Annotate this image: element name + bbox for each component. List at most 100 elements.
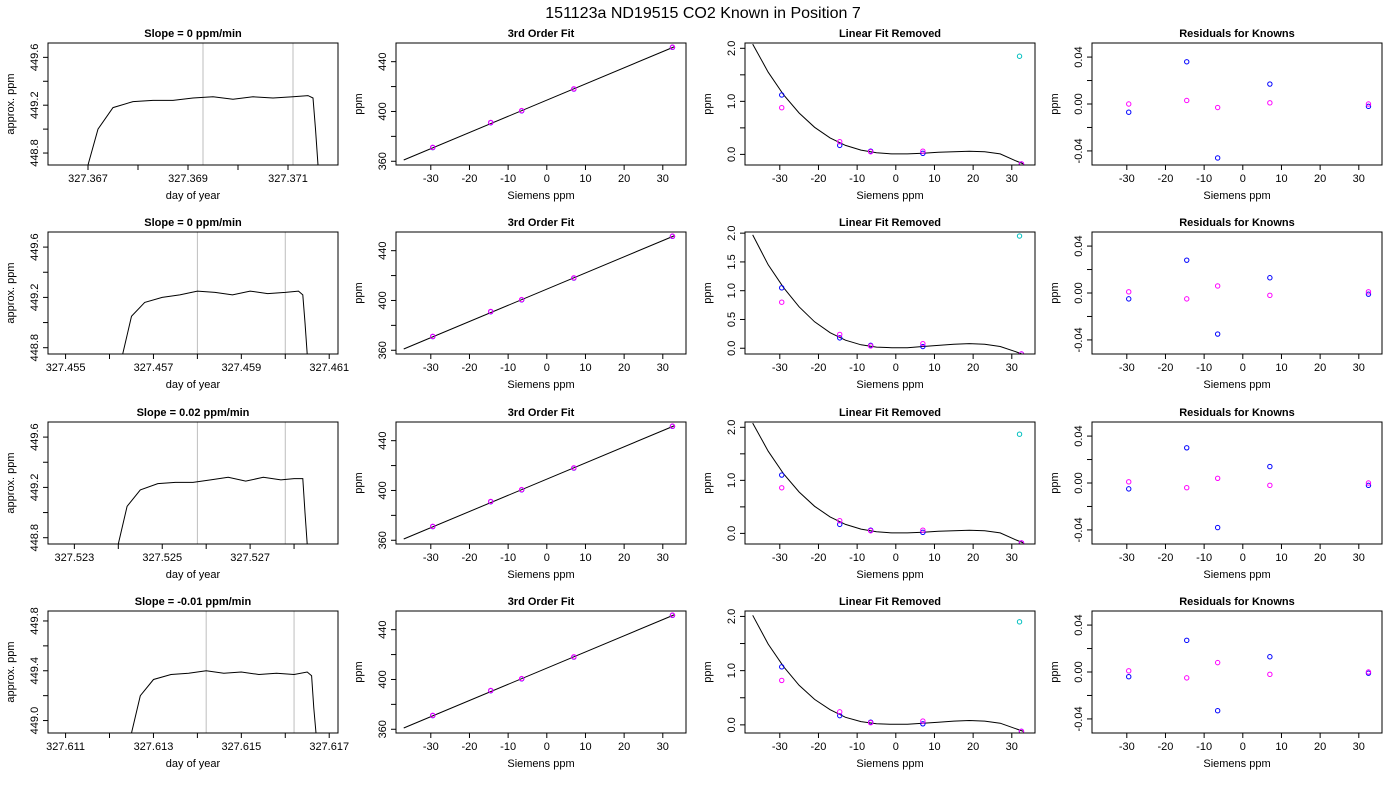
x-tick-label: 10	[579, 362, 591, 374]
panel-r2c4: Residuals for Knowns Siemens ppm ppm -30 -20…	[1049, 217, 1383, 391]
y-tick-label: 449.0	[29, 707, 41, 735]
x-axis-label: Siemens ppm	[856, 758, 923, 770]
data-point-magenta	[1365, 669, 1372, 675]
x-tick-label: -20	[462, 173, 478, 185]
y-axis-label: ppm	[1049, 472, 1061, 493]
y-tick-label: 1.0	[726, 473, 738, 488]
data-point-magenta	[1267, 100, 1273, 106]
panel-r2c1: Slope = 0 ppm/min day of year approx. ppm 3…	[5, 217, 349, 391]
plot-area	[131, 611, 317, 733]
y-tick-label: -0.04	[1073, 327, 1085, 352]
x-tick-label: -20	[811, 173, 827, 185]
y-tick-label: 0.5	[726, 312, 738, 327]
plot-area	[403, 423, 676, 540]
fit-curve	[752, 43, 1024, 165]
x-tick-label: -30	[423, 362, 439, 374]
x-tick-label: 20	[618, 173, 630, 185]
data-point-blue	[1126, 109, 1132, 115]
x-axis-label: Siemens ppm	[1203, 379, 1270, 391]
x-tick-label: 20	[967, 552, 979, 564]
y-tick-label: 1.5	[726, 254, 738, 269]
y-tick-label: -0.04	[1073, 517, 1085, 542]
x-tick-label: 0	[1240, 741, 1246, 753]
data-point-magenta	[779, 105, 785, 111]
y-tick-label: 1.0	[726, 663, 738, 678]
plot-frame	[744, 421, 1036, 545]
x-axis-label: day of year	[166, 379, 221, 391]
data-point-magenta	[867, 719, 874, 726]
data-point-magenta	[1126, 479, 1132, 485]
panel-r3c2: 3rd Order Fit Siemens ppm ppm -30 -20 -10 0 10 2…	[353, 407, 687, 581]
y-axis-label: ppm	[702, 93, 714, 114]
panel-title: 3rd Order Fit	[508, 407, 575, 419]
data-point-magenta	[1214, 283, 1221, 289]
x-tick-label: 0	[544, 741, 550, 753]
data-point-blue	[920, 529, 926, 536]
x-axis-label: Siemens ppm	[1203, 569, 1270, 581]
x-tick-label: 30	[657, 552, 669, 564]
data-point-magenta	[1018, 728, 1025, 733]
data-point-magenta	[1267, 671, 1273, 678]
data-point-magenta	[1126, 101, 1132, 107]
data-point-magenta	[1126, 289, 1132, 295]
x-tick-label: 10	[579, 552, 591, 564]
x-tick-label: 327.527	[230, 552, 270, 564]
plot-area	[1126, 445, 1372, 531]
plot-area	[403, 44, 676, 161]
data-point-magenta	[488, 119, 494, 126]
plot-area	[1126, 637, 1372, 714]
x-tick-label: -10	[849, 173, 865, 185]
fit-line	[403, 235, 675, 350]
x-tick-label: 30	[1006, 741, 1018, 753]
panel-r3c3: Linear Fit Removed Siemens ppm ppm -30 -20 -1…	[702, 407, 1036, 581]
panel-r1c1: Slope = 0 ppm/min day of year approx. ppm 3…	[5, 28, 339, 202]
x-tick-label: -30	[1119, 741, 1135, 753]
y-axis-label: ppm	[353, 472, 365, 493]
x-tick-label: -30	[423, 173, 439, 185]
data-point-magenta	[779, 299, 785, 305]
series-line	[87, 95, 319, 165]
panel-r4c4: Residuals for Knowns Siemens ppm ppm -30 -20…	[1049, 596, 1383, 770]
data-point-cyan	[1016, 53, 1023, 59]
data-point-magenta	[571, 654, 577, 660]
panel-title: Linear Fit Removed	[839, 407, 941, 419]
data-point-magenta	[867, 528, 874, 534]
data-point-blue	[1184, 445, 1190, 451]
y-tick-label: 440	[377, 241, 389, 259]
y-tick-label: 449.8	[29, 607, 41, 635]
x-tick-label: 10	[1275, 741, 1287, 753]
panel-r3c4: Residuals for Knowns Siemens ppm ppm -30 -20…	[1049, 407, 1383, 581]
x-tick-label: -30	[423, 741, 439, 753]
data-point-blue	[1214, 524, 1221, 531]
x-tick-label: 10	[928, 552, 940, 564]
panel-title: Slope = -0.01 ppm/min	[135, 596, 252, 608]
y-tick-label: 0.00	[1073, 93, 1085, 114]
x-tick-label: -20	[462, 362, 478, 374]
data-point-blue	[1267, 275, 1273, 281]
data-point-magenta	[669, 233, 676, 239]
y-tick-label: -0.04	[1073, 706, 1085, 731]
data-point-magenta	[1365, 480, 1372, 486]
series-line	[122, 290, 308, 354]
x-tick-label: 10	[928, 741, 940, 753]
data-point-magenta	[571, 86, 577, 92]
data-point-magenta	[1018, 161, 1025, 165]
panel-title: Residuals for Knowns	[1179, 596, 1295, 608]
y-tick-label: 400	[377, 291, 389, 309]
x-tick-label: -30	[772, 173, 788, 185]
plot-frame	[744, 42, 1036, 166]
x-tick-label: -20	[462, 552, 478, 564]
plot-frame	[395, 42, 687, 166]
fit-line	[403, 46, 675, 161]
x-tick-label: -30	[772, 362, 788, 374]
y-axis-label: approx. ppm	[5, 641, 17, 702]
y-tick-label: 449.6	[29, 423, 41, 451]
data-point-magenta	[867, 343, 874, 349]
panel-title: 3rd Order Fit	[508, 217, 575, 229]
plot-frame	[1091, 610, 1383, 734]
y-tick-label: 0.0	[726, 147, 738, 162]
plot-area	[122, 232, 308, 354]
data-point-magenta	[837, 709, 843, 715]
x-tick-label: 327.617	[309, 741, 349, 753]
x-axis-label: Siemens ppm	[1203, 190, 1270, 202]
